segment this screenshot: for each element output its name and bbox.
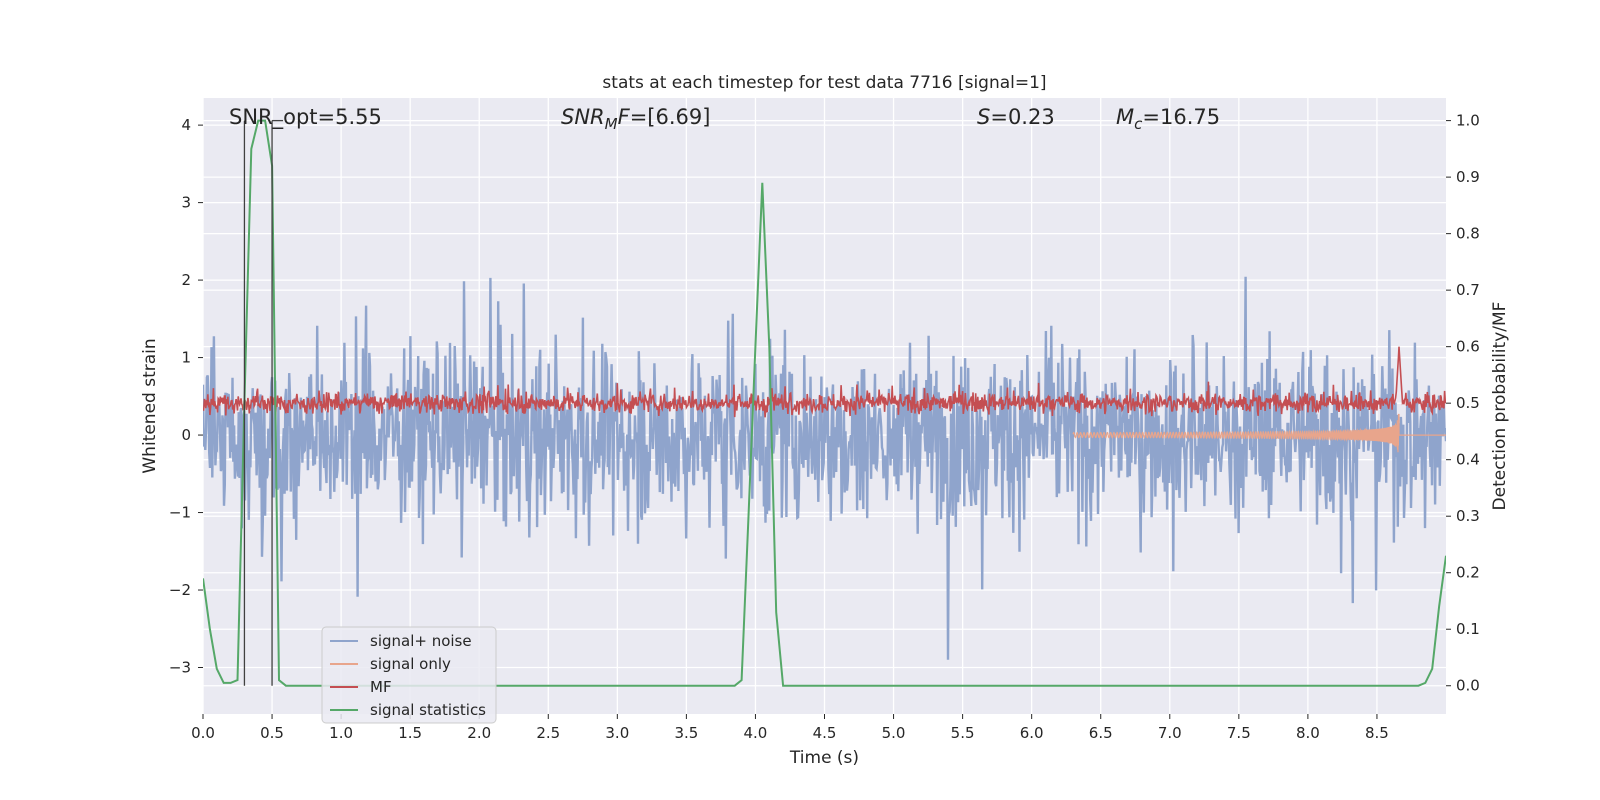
- y-right-axis-label: Detection probability/MF: [1490, 302, 1510, 511]
- x-tick-label: 4.0: [744, 724, 768, 742]
- x-tick-label: 5.5: [951, 724, 975, 742]
- x-tick-label: 3.0: [605, 724, 629, 742]
- x-tick-label: 0.5: [260, 724, 284, 742]
- x-tick-label: 1.0: [329, 724, 353, 742]
- y-right-tick-label: 0.3: [1456, 507, 1480, 525]
- y-right-tick-label: 0.9: [1456, 168, 1480, 186]
- y-right-tick-label: 0.6: [1456, 338, 1480, 356]
- legend-label: signal statistics: [370, 701, 486, 719]
- y-right-tick-label: 0.8: [1456, 225, 1480, 243]
- x-tick-label: 6.5: [1089, 724, 1113, 742]
- series-signal-only: [1072, 413, 1446, 453]
- y-left-tick-label: 3: [181, 194, 191, 212]
- y-left-tick-label: −1: [169, 504, 191, 522]
- x-tick-label: 3.5: [674, 724, 698, 742]
- x-tick-label: 2.5: [536, 724, 560, 742]
- annotation-snr-opt: SNR_opt=5.55: [229, 105, 382, 130]
- annotation-s: S=0.23: [977, 105, 1055, 129]
- legend-label: MF: [370, 678, 392, 696]
- legend-box: [321, 626, 497, 724]
- legend-label: signal only: [370, 655, 451, 673]
- x-tick-label: 8.5: [1365, 724, 1389, 742]
- y-left-tick-label: 0: [181, 426, 191, 444]
- y-right-tick-label: 0.4: [1456, 451, 1480, 469]
- series-signal-plus-noise: [203, 276, 1446, 660]
- x-tick-label: 8.0: [1296, 724, 1320, 742]
- x-tick-label: 4.5: [813, 724, 837, 742]
- series-mf: [203, 346, 1446, 418]
- y-left-tick-label: −3: [169, 659, 191, 677]
- y-right-tick-label: 0.1: [1456, 620, 1480, 638]
- x-tick-label: 2.0: [467, 724, 491, 742]
- y-left-tick-label: 2: [181, 271, 191, 289]
- y-right-tick-label: 0.5: [1456, 394, 1480, 412]
- chart-title: stats at each timestep for test data 771…: [602, 73, 1046, 93]
- y-right-tick-label: 0.0: [1456, 677, 1480, 695]
- x-tick-label: 1.5: [398, 724, 422, 742]
- legend: signal+ noise signal only MF signal statist…: [321, 626, 497, 724]
- annotation-mc: Mc=16.75: [1116, 105, 1220, 133]
- y-left-tick-label: 4: [181, 116, 191, 134]
- x-tick-label: 5.0: [882, 724, 906, 742]
- x-tick-label: 7.5: [1227, 724, 1251, 742]
- x-axis-label: Time (s): [789, 748, 859, 768]
- y-left-tick-label: −2: [169, 581, 191, 599]
- x-tick-label: 0.0: [191, 724, 215, 742]
- x-tick-label: 7.0: [1158, 724, 1182, 742]
- y-left-tick-label: 1: [181, 349, 191, 367]
- y-right-tick-label: 0.7: [1456, 281, 1480, 299]
- legend-label: signal+ noise: [370, 632, 472, 650]
- x-tick-label: 6.0: [1020, 724, 1044, 742]
- annotation-snr-mf: SNRMF=[6.69]: [561, 105, 710, 133]
- y-right-tick-label: 0.2: [1456, 564, 1480, 582]
- series-signal-statistics: [203, 119, 1446, 687]
- y-left-axis-label: Whitened strain: [140, 338, 160, 473]
- series-group: [203, 119, 1446, 687]
- y-right-tick-label: 1.0: [1456, 112, 1480, 130]
